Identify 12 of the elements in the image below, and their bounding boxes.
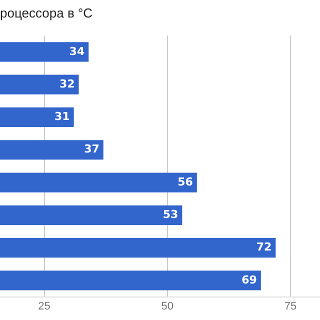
chart-title: роцессора в °C: [0, 5, 93, 20]
x-tick-label: 25: [38, 300, 50, 312]
data-label: 32: [59, 77, 75, 90]
data-label: 69: [242, 273, 257, 286]
x-tick-label: 75: [284, 300, 297, 312]
data-label: 72: [256, 240, 272, 254]
data-label: 31: [54, 110, 70, 124]
data-label: 56: [178, 175, 194, 188]
data-label: 53: [162, 208, 178, 222]
x-tick-label: 50: [161, 300, 174, 312]
data-label: 34: [69, 44, 85, 58]
data-label: 37: [84, 142, 100, 156]
